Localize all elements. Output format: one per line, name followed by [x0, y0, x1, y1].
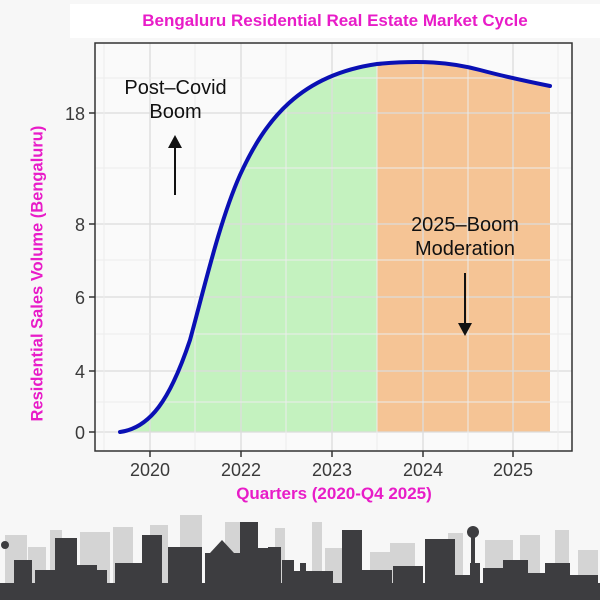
arrow-down-icon: [458, 273, 472, 336]
annotation-line: Post–Covid: [124, 77, 227, 99]
axis-ticks: [89, 112, 514, 457]
y-axis-label: Residential Sales Volume (Bengaluru): [28, 125, 47, 422]
x-tick-2023: 2023: [312, 460, 352, 480]
annotation-line: 2025–Boom: [411, 214, 519, 236]
post-covid-boom-annotation: Post–Covid Boom: [108, 76, 243, 124]
arrow-up-icon: [168, 135, 182, 195]
plot-border: [94, 42, 573, 452]
y-tick-8: 8: [75, 215, 85, 235]
x-axis-label: Quarters (2020-Q4 2025): [236, 484, 432, 503]
x-tick-2020: 2020: [130, 460, 170, 480]
minor-grid-lines: [95, 43, 572, 451]
x-tick-2024: 2024: [403, 460, 443, 480]
city-skyline: [0, 515, 600, 600]
y-tick-4: 4: [75, 362, 85, 382]
annotation-line: Boom: [149, 101, 202, 123]
chart-title: Bengaluru Residential Real Estate Market…: [70, 4, 600, 38]
sales-volume-line: [118, 60, 552, 434]
moderation-region: [377, 62, 550, 432]
y-tick-6: 6: [75, 288, 85, 308]
y-tick-0: 0: [75, 423, 85, 443]
boom-moderation-annotation: 2025–Boom Moderation: [385, 213, 545, 261]
x-tick-2022: 2022: [221, 460, 261, 480]
boom-region: [120, 64, 377, 432]
annotation-line: Moderation: [414, 238, 516, 260]
y-tick-18: 18: [65, 104, 85, 124]
x-tick-2025: 2025: [493, 460, 533, 480]
grid-lines: [95, 43, 572, 451]
